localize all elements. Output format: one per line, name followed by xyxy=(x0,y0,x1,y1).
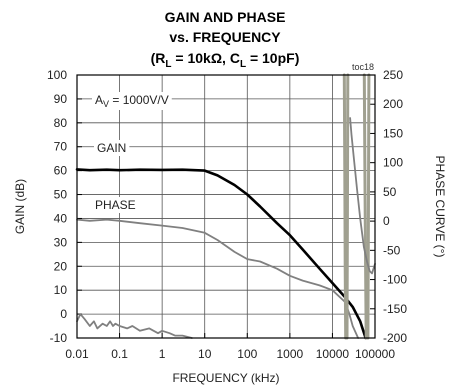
y-tick-label-right: -150 xyxy=(383,302,407,316)
x-tick-label: 10000 xyxy=(316,347,350,361)
gain-label-background xyxy=(94,140,130,156)
series-line-gain xyxy=(75,168,367,340)
y-tick-label-right: 250 xyxy=(383,68,403,82)
av-label-background xyxy=(92,92,172,110)
x-tick-label: 1 xyxy=(159,347,166,361)
chart-title-line-2: vs. FREQUENCY xyxy=(169,29,281,45)
y-tick-label-right: 100 xyxy=(383,156,403,170)
y-tick-label-left: 0 xyxy=(60,307,67,321)
x-tick-label: 0.01 xyxy=(65,347,89,361)
y-tick-label-left: 60 xyxy=(54,164,68,178)
y-tick-label-right: 150 xyxy=(383,126,403,140)
y-tick-label-right: 0 xyxy=(383,214,390,228)
series-group xyxy=(75,73,376,340)
y-tick-label-left: 80 xyxy=(54,116,68,130)
y-tick-label-right: -50 xyxy=(383,243,401,257)
y-axis-label-right: PHASE CURVE (°) xyxy=(433,156,447,258)
figure-tag: toc18 xyxy=(352,62,374,72)
y-tick-label-left: 90 xyxy=(54,92,68,106)
series-line-phase-wrap-4 xyxy=(366,73,371,340)
plot-frame xyxy=(76,74,376,339)
x-tick-label: 0.1 xyxy=(111,347,128,361)
chart-title-line-3: (RL = 10kΩ, CL = 10pF) xyxy=(151,50,300,70)
y-tick-label-right: 200 xyxy=(383,97,403,111)
series-line-phase-curve xyxy=(349,117,376,275)
y-tick-label-left: 10 xyxy=(54,283,68,297)
series-line-phase-wrap-2 xyxy=(345,73,350,340)
series-line-phase xyxy=(76,218,360,339)
y-tick-label-left: -10 xyxy=(50,331,68,345)
x-axis-label: FREQUENCY (kHz) xyxy=(172,371,279,385)
y-axis-label-left: GAIN (dB) xyxy=(13,179,27,234)
av-label: AV = 1000V/V xyxy=(95,93,169,109)
y-tick-label-right: -200 xyxy=(383,331,407,345)
x-tick-label: 10 xyxy=(198,347,212,361)
x-tick-label: 100000 xyxy=(355,347,395,361)
phase-label: PHASE xyxy=(95,198,136,212)
y-tick-label-left: 100 xyxy=(47,68,67,82)
x-tick-label: 1000 xyxy=(277,347,304,361)
phase-label-background xyxy=(92,197,139,213)
chart-title-line-1: GAIN AND PHASE xyxy=(165,9,286,25)
series-line-phase-wrap-1 xyxy=(342,73,348,340)
y-tick-label-left: 20 xyxy=(54,259,68,273)
annotations: AV = 1000V/V GAIN PHASE xyxy=(92,92,172,213)
y-tick-label-left: 40 xyxy=(54,211,68,225)
x-tick-label: 100 xyxy=(237,347,257,361)
tick-labels: 0.01 0.1 1 10 100 1000 10000 100000100908070605… xyxy=(47,68,407,361)
series-line-phase-wrap-3 xyxy=(362,73,368,340)
y-tick-label-left: 30 xyxy=(54,235,68,249)
y-tick-label-right: 50 xyxy=(383,185,397,199)
y-tick-label-left: 50 xyxy=(54,188,68,202)
gain-label: GAIN xyxy=(97,141,126,155)
series-line-gain-noise-floor xyxy=(76,313,193,339)
y-tick-label-left: 70 xyxy=(54,140,68,154)
y-tick-label-right: -100 xyxy=(383,273,407,287)
